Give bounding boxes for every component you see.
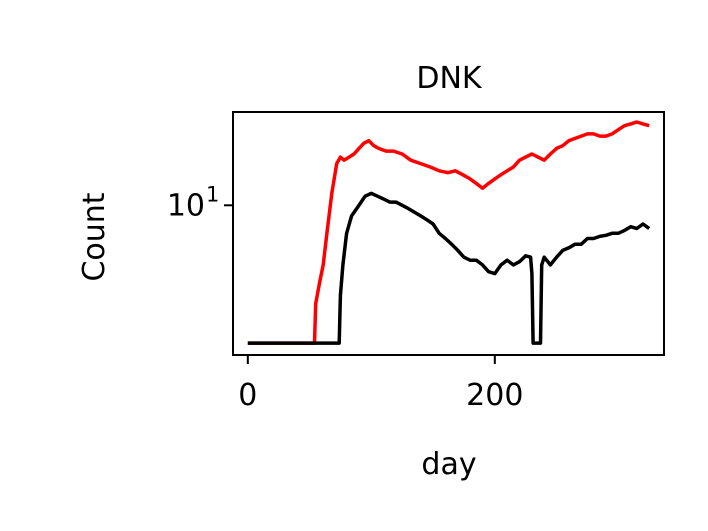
y-axis-label: Count	[77, 192, 112, 281]
series-line-1	[247, 120, 650, 345]
x-tick-label: 200	[466, 378, 523, 413]
x-axis-ticks: 0 200	[238, 355, 523, 413]
y-axis-ticks: 10 1	[167, 182, 233, 223]
y-tick-label: 10	[167, 188, 205, 223]
series-layer	[247, 120, 651, 345]
x-tick-label: 0	[238, 378, 257, 413]
y-tick-exponent: 1	[206, 182, 219, 206]
chart-title: DNK	[416, 61, 483, 96]
series-line-2	[247, 191, 651, 345]
axes-frame	[232, 111, 665, 356]
x-axis-label: day	[421, 447, 476, 482]
plot-area	[232, 111, 665, 356]
